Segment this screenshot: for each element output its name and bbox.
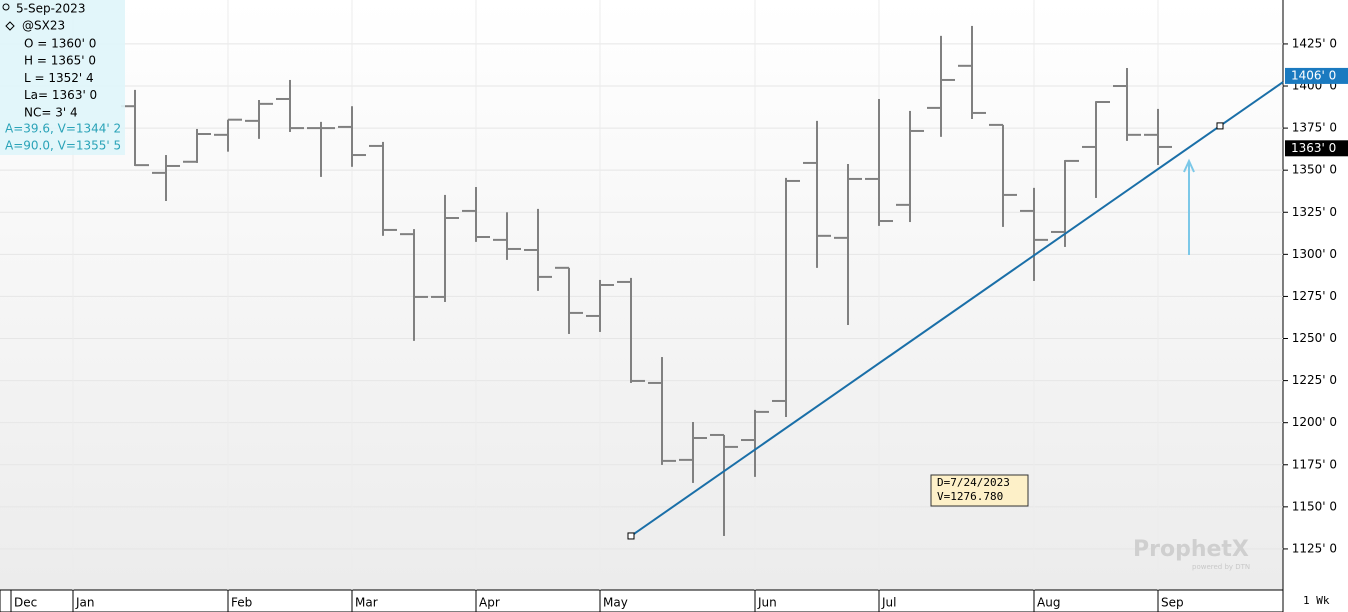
info-line: O = 1360' 0 bbox=[24, 37, 96, 51]
x-tick-label: Apr bbox=[479, 596, 500, 610]
x-tick-label: Mar bbox=[355, 596, 378, 610]
trendline-handle bbox=[1216, 122, 1224, 130]
y-tick-label: 1125' 0 bbox=[1292, 541, 1337, 555]
trendline bbox=[630, 81, 1284, 537]
price-label-box bbox=[1285, 140, 1348, 157]
y-tick-label: 1300' 0 bbox=[1292, 247, 1337, 261]
y-tick-label: 1150' 0 bbox=[1292, 499, 1337, 513]
annotation-box bbox=[930, 474, 1029, 507]
y-tick-label: 1275' 0 bbox=[1292, 289, 1337, 303]
x-tick-label: Dec bbox=[14, 596, 37, 610]
info-line: La= 1363' 0 bbox=[24, 88, 97, 102]
annotation-text: V=1276.780 bbox=[937, 490, 1003, 503]
y-tick-label: 1225' 0 bbox=[1292, 373, 1337, 387]
y-tick-label: 1425' 0 bbox=[1292, 36, 1337, 50]
y-tick-label: 1350' 0 bbox=[1292, 163, 1337, 177]
x-tick-label: Feb bbox=[231, 596, 252, 610]
price-label-box bbox=[1285, 67, 1348, 84]
annotation-text: D=7/24/2023 bbox=[937, 476, 1010, 489]
y-axis-area bbox=[1283, 0, 1348, 612]
x-tick-label: May bbox=[603, 596, 628, 610]
interval: 1 Wk bbox=[1303, 594, 1330, 607]
plot-area bbox=[0, 0, 1283, 590]
info-line: L = 1352' 4 bbox=[24, 71, 94, 85]
price-label: 1363' 0 bbox=[1291, 141, 1336, 155]
info-line: NC= 3' 4 bbox=[24, 105, 78, 119]
watermark-sub: powered by DTN bbox=[1192, 563, 1250, 571]
y-tick-label: 1325' 0 bbox=[1292, 205, 1337, 219]
info-line: H = 1365' 0 bbox=[24, 54, 96, 68]
x-tick-label: Jul bbox=[881, 596, 896, 610]
x-axis-area bbox=[0, 589, 1284, 612]
y-tick-label: 1175' 0 bbox=[1292, 457, 1337, 471]
arrow bbox=[1183, 158, 1195, 255]
trendline-handle bbox=[627, 532, 635, 540]
cursor-info: A=39.6, V=1344' 2 bbox=[5, 122, 121, 136]
info-symbol: @SX23 bbox=[22, 19, 65, 33]
icon bbox=[2, 3, 10, 11]
cursor-info: A=90.0, V=1355' 5 bbox=[5, 139, 121, 153]
x-tick-label: Aug bbox=[1037, 596, 1060, 610]
x-tick-label: Jan bbox=[75, 596, 95, 610]
info-box bbox=[0, 0, 125, 155]
icon bbox=[5, 21, 15, 31]
y-tick-label: 1250' 0 bbox=[1292, 331, 1337, 345]
price-label: 1406' 0 bbox=[1291, 68, 1336, 82]
y-tick-label: 1375' 0 bbox=[1292, 121, 1337, 135]
x-tick-label: Sep bbox=[1161, 596, 1184, 610]
y-tick-label: 1200' 0 bbox=[1292, 415, 1337, 429]
info-date: 5-Sep-2023 bbox=[16, 2, 85, 16]
watermark: ProphetX bbox=[1133, 537, 1249, 562]
x-tick-label: Jun bbox=[757, 596, 777, 610]
